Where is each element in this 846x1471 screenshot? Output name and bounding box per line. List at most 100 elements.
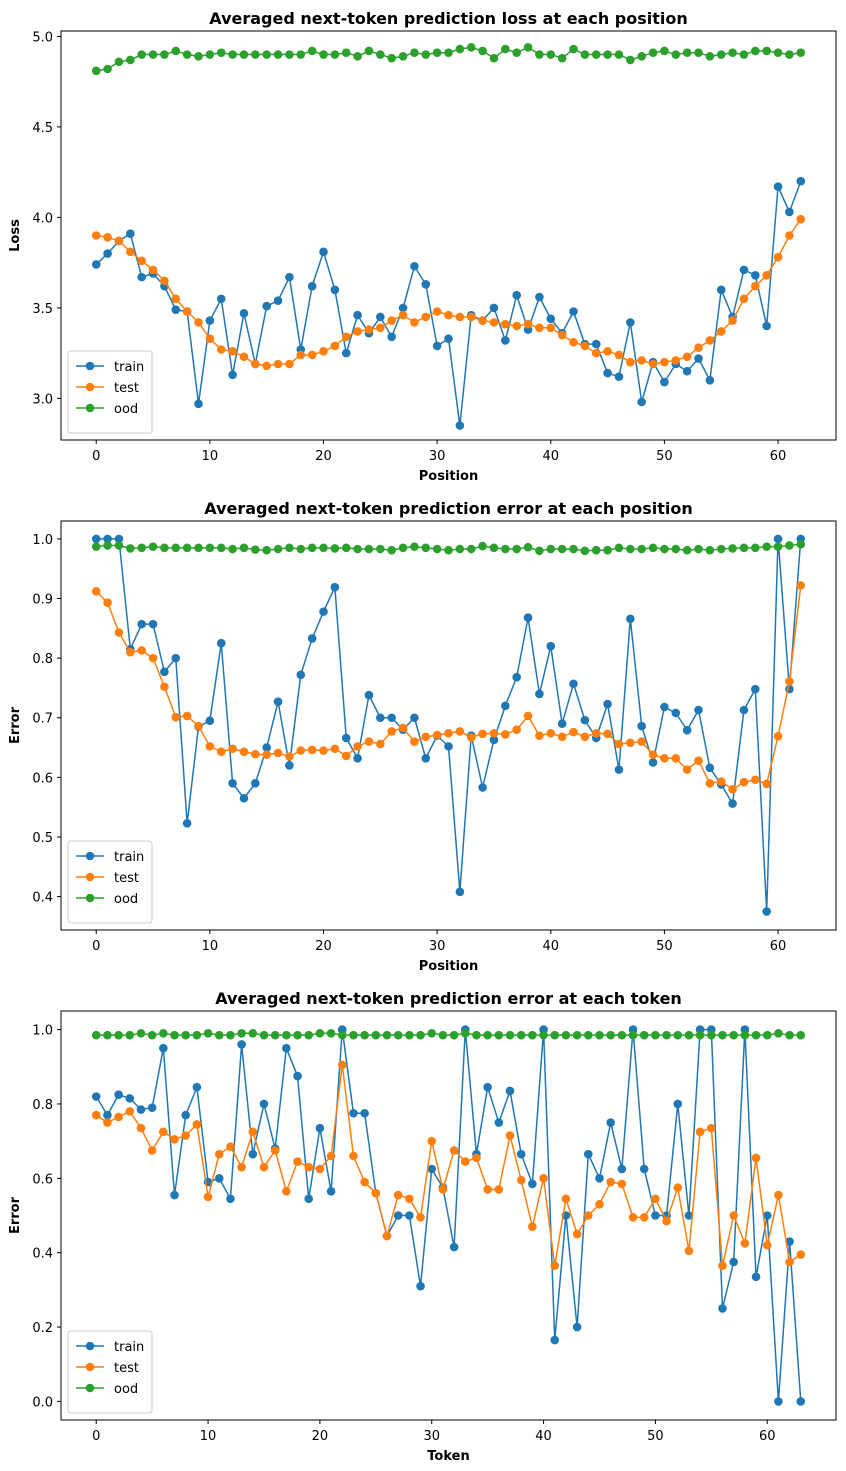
data-point-ood: [728, 48, 737, 58]
data-point-ood: [455, 544, 465, 554]
data-point-ood: [718, 1030, 727, 1040]
data-point-test: [539, 1174, 548, 1183]
data-point-ood: [293, 1030, 302, 1040]
data-point-ood: [660, 544, 669, 554]
y-tick-label: 0.8: [32, 652, 53, 667]
data-point-test: [148, 265, 158, 275]
data-point-test: [205, 742, 215, 751]
data-point-test: [671, 356, 681, 365]
data-point-test: [376, 739, 385, 749]
data-point-ood: [705, 52, 715, 61]
data-point-ood: [694, 48, 703, 58]
data-point-ood: [751, 46, 760, 56]
data-point-ood: [626, 55, 635, 65]
data-point-train: [606, 1118, 615, 1127]
data-point-test: [421, 732, 431, 742]
data-point-ood: [512, 48, 521, 58]
data-point-test: [416, 1213, 425, 1222]
data-point-ood: [203, 1029, 213, 1038]
data-point-ood: [353, 544, 362, 554]
data-point-test: [523, 711, 533, 721]
data-point-test: [729, 1211, 738, 1220]
data-point-train: [671, 708, 681, 718]
data-point-ood: [237, 1029, 246, 1038]
data-point-train: [505, 1086, 515, 1096]
y-tick-label: 4.5: [32, 121, 53, 136]
data-point-train: [273, 296, 283, 305]
legend-marker-train: [85, 1341, 95, 1351]
data-point-ood: [126, 55, 135, 65]
legend-label-train: train: [114, 1340, 144, 1355]
data-point-train: [535, 689, 544, 699]
data-point-test: [398, 723, 408, 733]
data-point-ood: [651, 1030, 660, 1040]
data-point-train: [237, 1040, 246, 1049]
data-point-ood: [136, 1029, 146, 1038]
data-point-test: [182, 307, 192, 316]
y-axis-label: Error: [8, 706, 23, 744]
legend-marker-test: [85, 872, 95, 882]
data-point-test: [694, 343, 703, 353]
data-point-train: [205, 316, 215, 325]
data-point-test: [682, 765, 692, 774]
data-point-test: [421, 312, 431, 322]
data-point-test: [262, 750, 271, 760]
data-point-train: [148, 619, 158, 629]
data-point-ood: [773, 48, 783, 58]
data-point-train: [546, 641, 556, 651]
data-point-test: [203, 1192, 213, 1202]
data-point-test: [773, 252, 783, 262]
series-line-test: [95, 1064, 802, 1267]
data-point-train: [410, 261, 419, 271]
data-point-test: [583, 1211, 593, 1220]
data-point-test: [739, 777, 749, 787]
data-point-train: [751, 1272, 761, 1282]
data-point-train: [285, 272, 294, 282]
data-point-test: [125, 1107, 135, 1116]
data-point-train: [405, 1211, 414, 1220]
data-point-ood: [259, 1030, 269, 1040]
data-point-ood: [639, 1030, 649, 1040]
data-point-ood: [91, 1030, 101, 1040]
data-point-ood: [617, 1030, 627, 1040]
data-point-test: [617, 1179, 627, 1189]
data-point-train: [626, 318, 635, 327]
data-point-ood: [103, 541, 112, 550]
data-point-test: [194, 721, 203, 731]
data-point-train: [214, 1174, 224, 1183]
data-point-test: [376, 323, 385, 333]
data-point-test: [410, 318, 419, 327]
data-point-test: [707, 1123, 716, 1133]
data-point-ood: [376, 544, 385, 554]
data-point-ood: [751, 1030, 761, 1040]
x-tick-label: 50: [647, 1429, 664, 1444]
data-point-train: [216, 294, 226, 304]
data-point-test: [214, 1149, 224, 1159]
error-by-position-chart: Averaged next-token prediction error at …: [8, 499, 837, 974]
data-point-ood: [171, 46, 181, 56]
data-point-ood: [307, 46, 317, 56]
data-point-train: [91, 260, 101, 269]
data-point-test: [159, 1127, 168, 1137]
data-point-train: [785, 1237, 794, 1246]
data-point-ood: [472, 1030, 481, 1040]
data-point-train: [489, 303, 499, 313]
data-point-train: [660, 702, 669, 712]
data-point-ood: [707, 1030, 716, 1040]
data-point-test: [432, 307, 442, 316]
data-point-ood: [773, 542, 783, 551]
data-point-test: [282, 1187, 291, 1196]
y-tick-label: 1.0: [32, 1024, 53, 1039]
legend-box: [67, 840, 153, 924]
data-point-ood: [360, 1030, 369, 1040]
data-point-test: [603, 729, 612, 739]
data-point-test: [205, 334, 215, 343]
data-point-test: [341, 332, 351, 342]
data-point-test: [444, 728, 453, 738]
data-point-test: [628, 1213, 638, 1222]
data-point-test: [660, 357, 669, 367]
data-point-ood: [248, 1029, 258, 1038]
x-tick-label: 10: [202, 939, 219, 954]
data-point-ood: [535, 50, 544, 59]
